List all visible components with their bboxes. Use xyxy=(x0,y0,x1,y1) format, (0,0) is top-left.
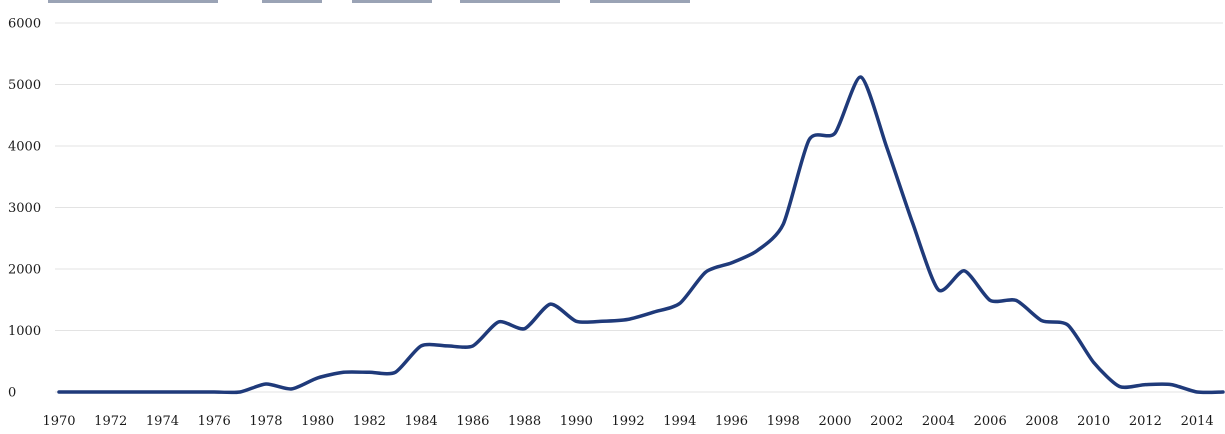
x-tick-label: 2004 xyxy=(922,414,955,429)
x-tick-label: 1988 xyxy=(508,414,541,429)
x-tick-label: 1980 xyxy=(301,414,334,429)
x-tick-label: 1976 xyxy=(198,414,231,429)
cropped-title-strip xyxy=(0,0,1225,4)
y-tick-label: 4000 xyxy=(8,140,41,155)
x-tick-label: 2014 xyxy=(1181,414,1214,429)
y-tick-label: 2000 xyxy=(8,263,41,278)
x-tick-label: 2008 xyxy=(1025,414,1058,429)
x-tick-label: 1970 xyxy=(42,414,75,429)
y-tick-label: 0 xyxy=(8,386,16,401)
x-tick-label: 2002 xyxy=(870,414,903,429)
x-tick-label: 1996 xyxy=(715,414,748,429)
x-tick-label: 2010 xyxy=(1077,414,1110,429)
y-tick-label: 3000 xyxy=(8,201,41,216)
x-tick-label: 2012 xyxy=(1129,414,1162,429)
x-tick-label: 1992 xyxy=(612,414,645,429)
x-axis-tick-labels: 1970 1972 1974 1976 1978 1980 1982 1984 1986 1988… xyxy=(42,414,1213,429)
x-tick-label: 1986 xyxy=(456,414,489,429)
x-tick-label: 1978 xyxy=(249,414,282,429)
y-tick-label: 5000 xyxy=(8,78,41,93)
x-tick-label: 1998 xyxy=(767,414,800,429)
y-tick-label: 6000 xyxy=(8,17,41,32)
gridlines xyxy=(55,22,1223,393)
x-tick-label: 1994 xyxy=(663,414,696,429)
y-tick-label: 1000 xyxy=(8,324,41,339)
x-tick-label: 1982 xyxy=(353,414,386,429)
series-line xyxy=(57,75,1225,395)
x-tick-label: 1974 xyxy=(146,414,179,429)
x-tick-label: 2000 xyxy=(818,414,851,429)
x-tick-label: 1990 xyxy=(560,414,593,429)
x-tick-label: 1984 xyxy=(405,414,438,429)
x-tick-label: 2006 xyxy=(974,414,1007,429)
y-axis-tick-labels: 0 1000 2000 3000 4000 5000 6000 xyxy=(8,17,41,401)
x-tick-label: 1972 xyxy=(94,414,127,429)
